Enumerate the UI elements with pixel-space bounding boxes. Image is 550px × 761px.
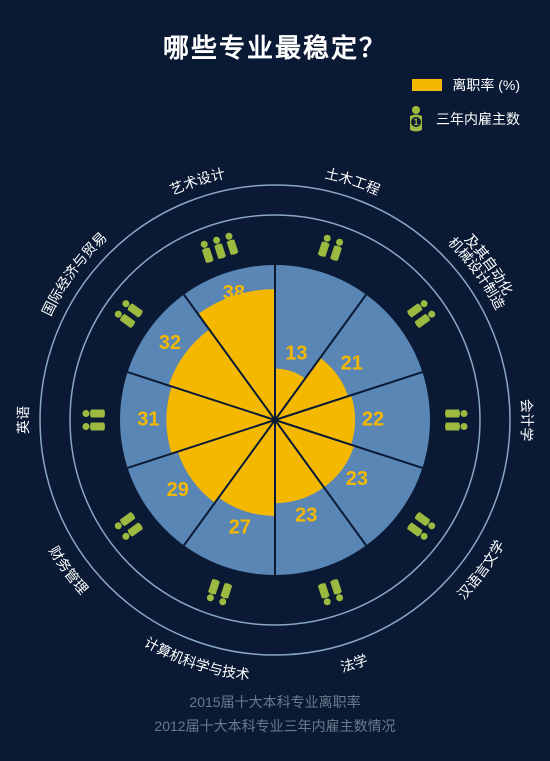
- person-icon: [218, 582, 233, 606]
- segment-label: 会计学: [518, 398, 535, 441]
- person-icon: [212, 236, 227, 260]
- person-icon: [445, 410, 468, 418]
- segment-value: 22: [362, 408, 384, 430]
- radial-chart-svg: 13土木工程21机械设计制造及其自动化22会计学23汉语言文学23法学27计算机…: [15, 160, 535, 680]
- person-icon: [199, 240, 214, 264]
- segment-label: 土木工程: [324, 165, 383, 198]
- page-title: 哪些专业最稳定？: [0, 0, 550, 65]
- footer: 2015届十大本科专业离职率 2012届十大本科专业三年内雇主数情况: [0, 691, 550, 739]
- segment-value: 29: [167, 479, 189, 501]
- segment-value: 31: [137, 408, 159, 430]
- person-icon: [83, 410, 106, 418]
- legend-rate-label: 离职率 (%): [452, 75, 520, 95]
- legend: 离职率 (%) 1 三年内雇主数: [406, 75, 520, 143]
- segment-value: 21: [341, 353, 363, 375]
- person-icon: [330, 238, 345, 262]
- footer-line-1: 2015届十大本科专业离职率: [0, 691, 550, 715]
- legend-person-icon: 1: [406, 105, 426, 133]
- segment-label: 艺术设计: [167, 165, 226, 198]
- segment-value: 23: [295, 505, 317, 527]
- radial-chart: 13土木工程21机械设计制造及其自动化22会计学23汉语言文学23法学27计算机…: [0, 160, 550, 680]
- segment-value: 32: [159, 332, 181, 354]
- segment-label: 汉语言文学: [454, 537, 507, 602]
- segment-label: 英语: [15, 406, 31, 435]
- legend-person-badge: 1: [413, 117, 418, 127]
- segment-label: 财务管理: [46, 543, 91, 597]
- segment-label: 国际经济与贸易: [39, 229, 110, 318]
- legend-employers-row: 1 三年内雇主数: [406, 105, 520, 133]
- segment-value: 23: [346, 468, 368, 490]
- person-icon: [83, 423, 106, 431]
- segment-value: 13: [285, 342, 307, 364]
- segment-value: 38: [223, 282, 245, 304]
- person-icon: [445, 423, 468, 431]
- legend-rate-row: 离职率 (%): [406, 75, 520, 95]
- segment-label: 法学: [339, 651, 370, 675]
- legend-employers-label: 三年内雇主数: [436, 109, 520, 129]
- person-icon: [318, 234, 333, 258]
- segment-value: 27: [229, 517, 251, 539]
- footer-line-2: 2012届十大本科专业三年内雇主数情况: [0, 715, 550, 739]
- legend-rate-swatch: [412, 79, 442, 91]
- person-icon: [318, 582, 333, 606]
- person-icon: [330, 578, 345, 602]
- person-icon: [206, 578, 221, 602]
- person-icon: [224, 232, 239, 256]
